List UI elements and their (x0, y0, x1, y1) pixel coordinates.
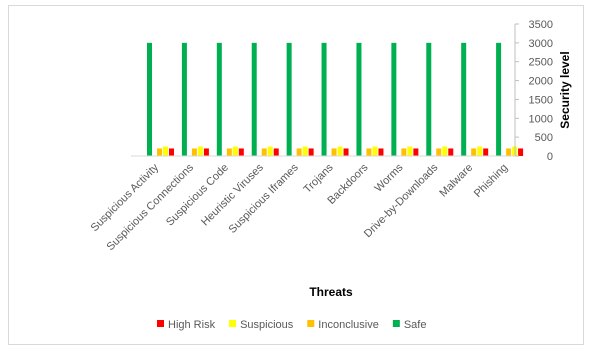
legend-label: Suspicious (240, 319, 294, 331)
bar-high-risk (273, 148, 279, 156)
bar-high-risk (169, 148, 174, 156)
bar-inconclusive (296, 148, 302, 156)
x-tick-label: Worms (373, 161, 406, 194)
bar-suspicious (197, 146, 203, 156)
bar-high-risk (413, 148, 419, 156)
bar-safe (321, 42, 327, 156)
bar-high-risk (448, 148, 454, 156)
y-tick-label: 1000 (529, 113, 553, 125)
bar-safe (461, 42, 467, 156)
y-tick-label: 3500 (529, 19, 553, 31)
bar-suspicious (372, 146, 378, 156)
bar-inconclusive (436, 148, 442, 156)
x-tick-label: Trojans (302, 161, 336, 195)
bar-high-risk (483, 148, 489, 156)
y-tick-label: 500 (535, 132, 553, 144)
y-axis: 0 500 1000 1500 2000 2500 3000 3500 (514, 19, 553, 163)
bar-high-risk (378, 148, 384, 156)
legend-label: High Risk (168, 319, 216, 331)
bar-high-risk (518, 148, 524, 156)
bar-safe (356, 42, 362, 156)
bar-inconclusive (261, 148, 267, 156)
legend-swatch (229, 320, 237, 327)
bar-safe (181, 42, 187, 156)
bar-suspicious (267, 146, 273, 156)
y-tick-label: 2000 (529, 76, 553, 88)
bar-safe (216, 42, 222, 156)
legend: High Risk Suspicious Inconclusive Safe (157, 319, 426, 331)
bar-safe (391, 42, 397, 156)
bar-inconclusive (401, 148, 407, 156)
legend-swatch (392, 320, 400, 327)
bar-inconclusive (226, 148, 232, 156)
x-tick-label: Phishing (472, 162, 510, 200)
bar-safe (426, 42, 432, 156)
y-tick-label: 3000 (529, 38, 553, 50)
bar-suspicious (407, 146, 413, 156)
bar-suspicious (477, 146, 483, 156)
bar-high-risk (343, 148, 349, 156)
plot-area (147, 42, 524, 156)
bar-suspicious (442, 146, 448, 156)
bar-inconclusive (506, 148, 512, 156)
bar-chart: 0 500 1000 1500 2000 2500 3000 3500 Suspicious … (89, 19, 572, 331)
chart-frame: 0 500 1000 1500 2000 2500 3000 3500 Suspicious … (8, 5, 584, 345)
legend-label: Inconclusive (318, 319, 379, 331)
x-tick-label: Suspicious Iframes (227, 161, 302, 236)
bar-suspicious (337, 146, 343, 156)
bar-safe (286, 42, 292, 156)
bar-high-risk (308, 148, 314, 156)
y-tick-label: 1500 (529, 94, 553, 106)
legend-label: Safe (404, 319, 427, 331)
legend-swatch (307, 320, 315, 327)
y-tick-label: 0 (547, 151, 553, 163)
legend-swatch (157, 320, 164, 327)
bar-high-risk (203, 148, 209, 156)
bar-suspicious (163, 146, 168, 156)
x-axis-title: Threats (309, 285, 353, 299)
x-tick-label: Heuristic Viruses (199, 161, 266, 228)
bar-inconclusive (471, 148, 477, 156)
bar-suspicious (232, 146, 238, 156)
bar-inconclusive (331, 148, 337, 156)
bar-inconclusive (191, 148, 197, 156)
x-tick-label: Malware (437, 162, 475, 200)
bar-suspicious (302, 146, 308, 156)
bar-safe (147, 42, 152, 156)
bar-high-risk (238, 148, 244, 156)
y-axis-title: Security level (558, 51, 572, 128)
bar-safe (251, 42, 257, 156)
bar-inconclusive (157, 148, 162, 156)
x-tick-label: Suspicious Code (164, 162, 231, 229)
bar-safe (496, 42, 502, 156)
bar-inconclusive (366, 148, 372, 156)
y-tick-label: 2500 (529, 57, 553, 69)
